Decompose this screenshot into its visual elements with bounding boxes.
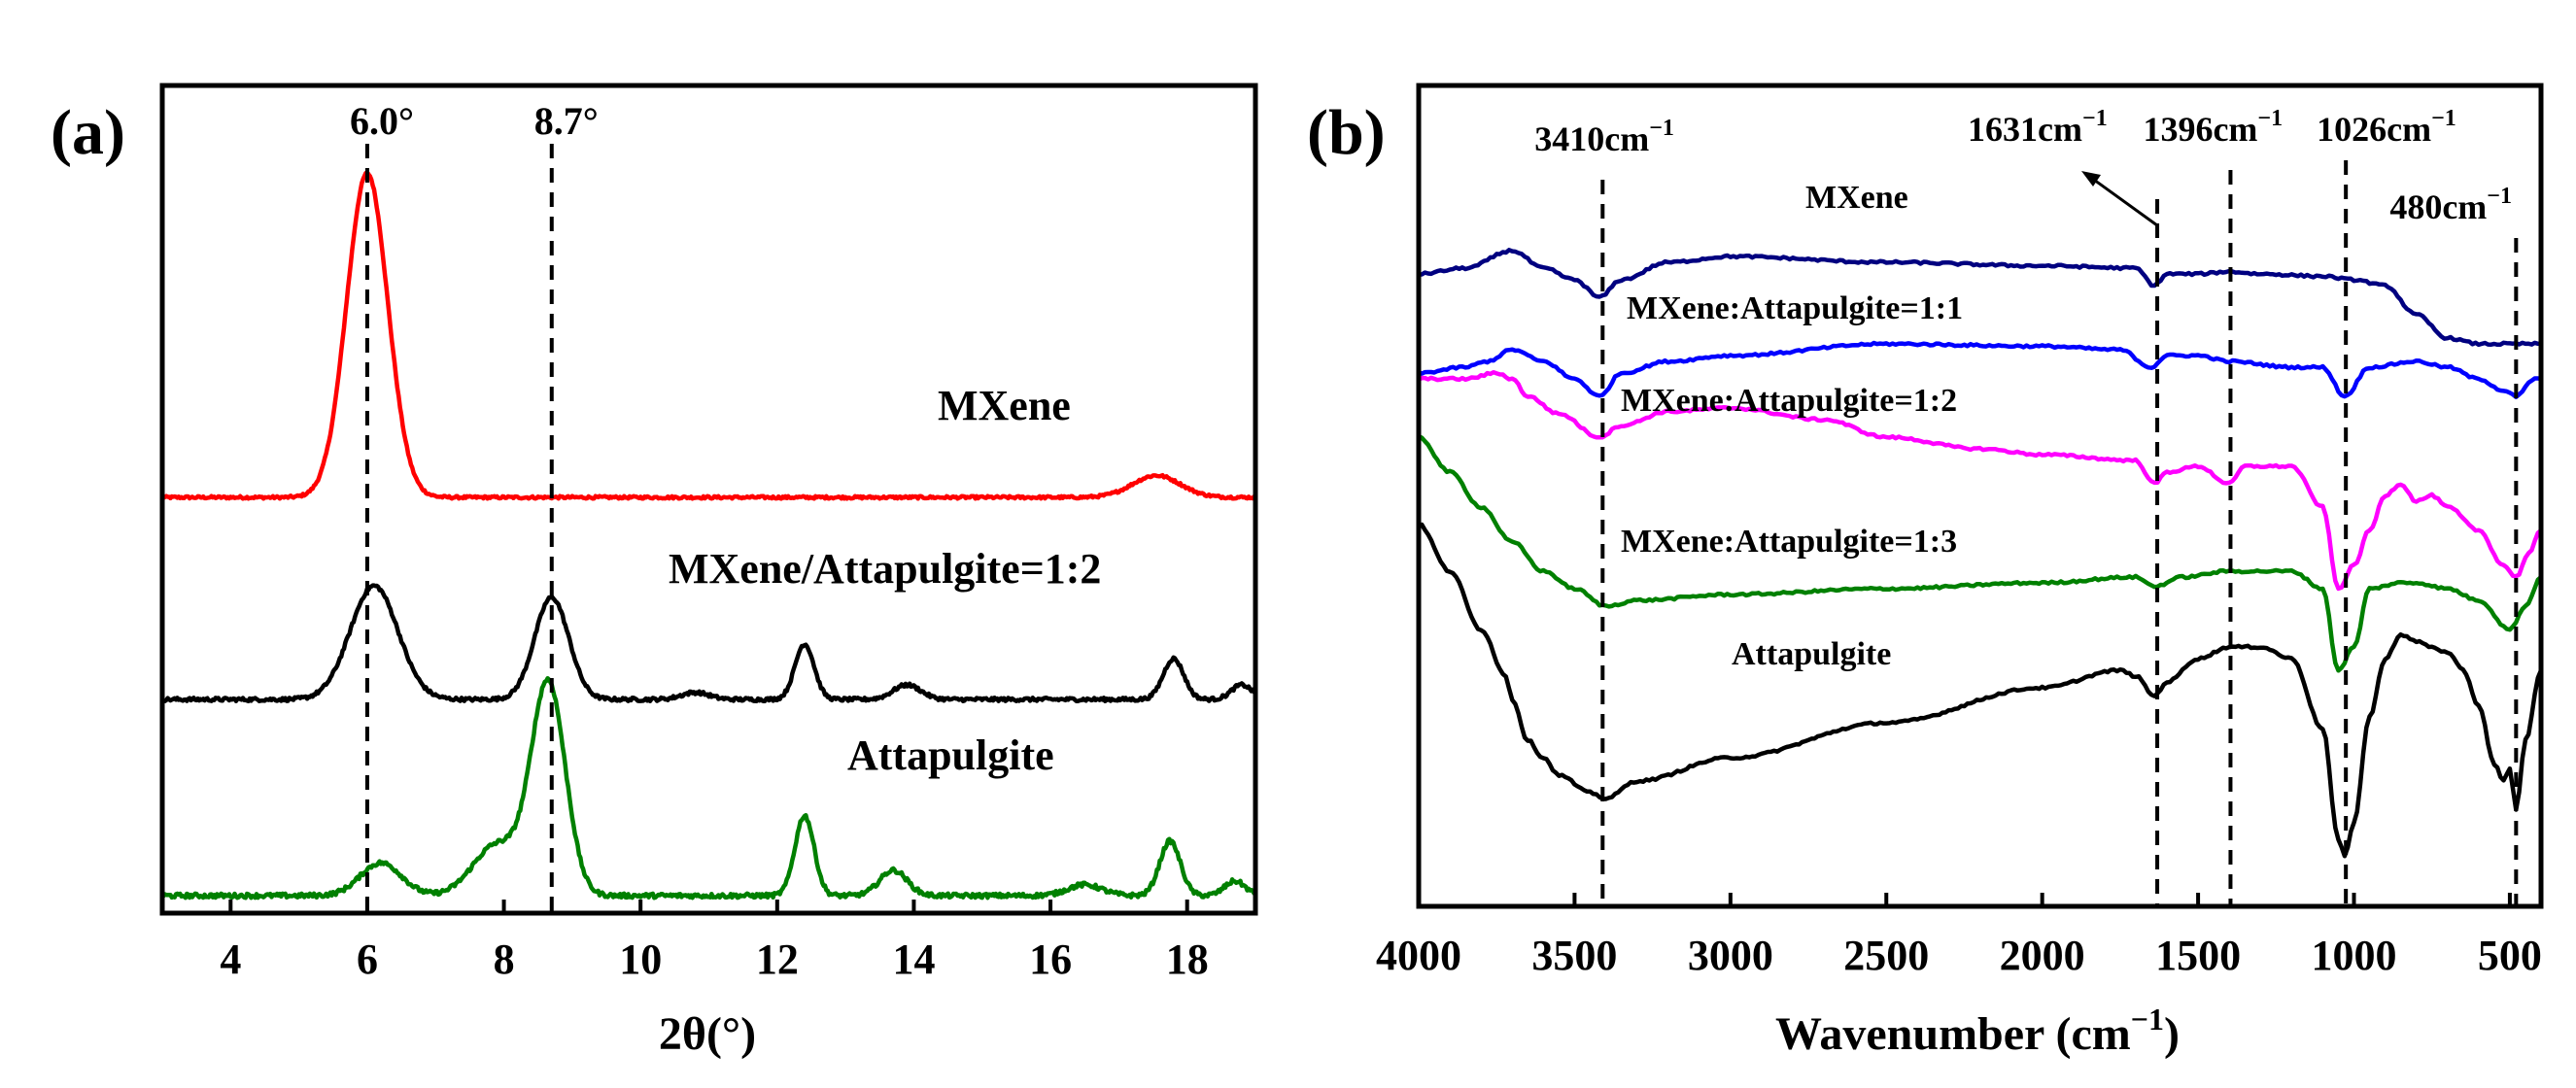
panel-b-series-mxene-attapulgite-1-3 bbox=[1416, 433, 2544, 673]
panel-b-annotation-text: 1396cm bbox=[2143, 110, 2257, 149]
panel-b-annotation-sup: −1 bbox=[1649, 116, 1674, 141]
panel-a-tick-label: 10 bbox=[619, 935, 662, 983]
panel-a-x-axis-title: 2θ(°) bbox=[659, 1008, 756, 1060]
panel-b-tick-label: 1500 bbox=[2155, 932, 2241, 979]
panel-b-x-axis-title-sup: −1 bbox=[2131, 1002, 2164, 1037]
arrow-1631-line bbox=[2086, 173, 2158, 227]
panel-a-label-attapulgite: Attapulgite bbox=[847, 731, 1054, 779]
panel-a-label-mxene: MXene bbox=[938, 382, 1071, 429]
panel-b-annotation-text: 1026cm bbox=[2317, 110, 2431, 149]
panel-b-tick-label: 2500 bbox=[1843, 932, 1929, 979]
panel-b-label-ratio-1-1: MXene:Attapulgite=1:1 bbox=[1627, 290, 1963, 326]
panel-b-annotation-sup: −1 bbox=[2431, 106, 2456, 131]
panel-b-plot-frame bbox=[1416, 83, 2544, 909]
panel-b-label-ratio-1-3: MXene:Attapulgite=1:3 bbox=[1621, 524, 1957, 560]
panel-b-curves bbox=[1416, 248, 2544, 859]
panel-b-tick-label: 2000 bbox=[2000, 932, 2085, 979]
panel-a-series-mxene bbox=[159, 170, 1258, 501]
panel-b-series-attapulgite bbox=[1416, 522, 2544, 859]
panel-a-reference-lines bbox=[364, 144, 554, 913]
panel-b-label-ratio-1-2: MXene:Attapulgite=1:2 bbox=[1621, 383, 1957, 419]
panel-b-annotation-480: 480cm−1 bbox=[2389, 184, 2512, 226]
panel-b-label-mxene: MXene bbox=[1805, 180, 1908, 216]
panel-b-annotation-text: 480cm bbox=[2389, 187, 2487, 226]
panel-a-peak-labels: 6.0° 8.7° bbox=[350, 99, 599, 143]
panel-b-tick-label: 1000 bbox=[2312, 932, 2397, 979]
panel-a-tick-label: 4 bbox=[220, 935, 241, 983]
panel-b-x-axis-title: Wavenumber (cm−1) bbox=[1775, 1002, 2180, 1060]
panel-a-tick-label: 6 bbox=[357, 935, 378, 983]
panel-b-series-mxene-attapulgite-1-1 bbox=[1416, 340, 2544, 399]
panel-b-annotation-1026: 1026cm−1 bbox=[2317, 106, 2456, 149]
panel-a-x-ticks: 4 6 8 10 12 14 16 18 bbox=[220, 900, 1209, 983]
panel-a-peak-label-8-7: 8.7° bbox=[534, 99, 599, 143]
panel-a-label: (a) bbox=[51, 97, 125, 168]
panel-b-series-mxene-attapulgite-1-2 bbox=[1416, 369, 2544, 592]
panel-a-tick-label: 14 bbox=[892, 935, 935, 983]
panel-b-x-ticks: 4000 3500 3000 2500 2000 1500 1000 500 bbox=[1376, 893, 2542, 979]
panel-b-annotation-sup: −1 bbox=[2487, 184, 2512, 209]
panel-b-reference-lines bbox=[1600, 160, 2519, 906]
panel-a-plot-frame bbox=[159, 83, 1258, 916]
panel-a-curves bbox=[159, 170, 1258, 901]
panel-b-label: (b) bbox=[1307, 97, 1386, 168]
panel-a-tick-label: 16 bbox=[1029, 935, 1072, 983]
panel-b-tick-label: 3500 bbox=[1531, 932, 1617, 979]
panel-a-peak-label-6-0: 6.0° bbox=[350, 99, 414, 143]
panel-a: (a) 6.0° 8.7° 4 6 8 10 12 14 16 18 MXene MXene/A… bbox=[51, 83, 1258, 1060]
panel-b-annotation-text: 3410cm bbox=[1534, 119, 1649, 158]
panel-b-annotation-1396: 1396cm−1 bbox=[2143, 106, 2283, 149]
panel-a-tick-label: 12 bbox=[756, 935, 799, 983]
panel-b-annotation-sup: −1 bbox=[2082, 106, 2108, 131]
panel-a-series-mxene-attapulgite-1-2 bbox=[159, 583, 1258, 704]
panel-a-label-mxene-attapulgite: MXene/Attapulgite=1:2 bbox=[669, 545, 1101, 593]
panel-b-tick-label: 4000 bbox=[1376, 932, 1461, 979]
panel-b-tick-label: 500 bbox=[2478, 932, 2542, 979]
panel-a-series-attapulgite bbox=[159, 675, 1258, 901]
panel-b-label-attapulgite: Attapulgite bbox=[1732, 636, 1891, 672]
panel-b-annotation-sup: −1 bbox=[2257, 106, 2283, 131]
panel-b-x-axis-title-main: Wavenumber (cm bbox=[1775, 1008, 2131, 1060]
panel-b-annotation-1631: 1631cm−1 bbox=[1968, 106, 2108, 149]
panel-b-annotation-3410: 3410cm−1 bbox=[1534, 116, 1674, 158]
panel-a-tick-label: 18 bbox=[1166, 935, 1209, 983]
panel-a-tick-label: 8 bbox=[494, 935, 515, 983]
panel-b-series-mxene bbox=[1416, 248, 2544, 348]
panel-b-annotation-text: 1631cm bbox=[1968, 110, 2082, 149]
panel-b-tick-label: 3000 bbox=[1688, 932, 1773, 979]
panel-b: (b) 3410cm−1 1631cm−1 1396cm−1 1026cm−1480c… bbox=[1307, 83, 2544, 1060]
panel-b-x-axis-title-close: ) bbox=[2164, 1008, 2180, 1060]
arrow-1631-head bbox=[2081, 171, 2101, 187]
